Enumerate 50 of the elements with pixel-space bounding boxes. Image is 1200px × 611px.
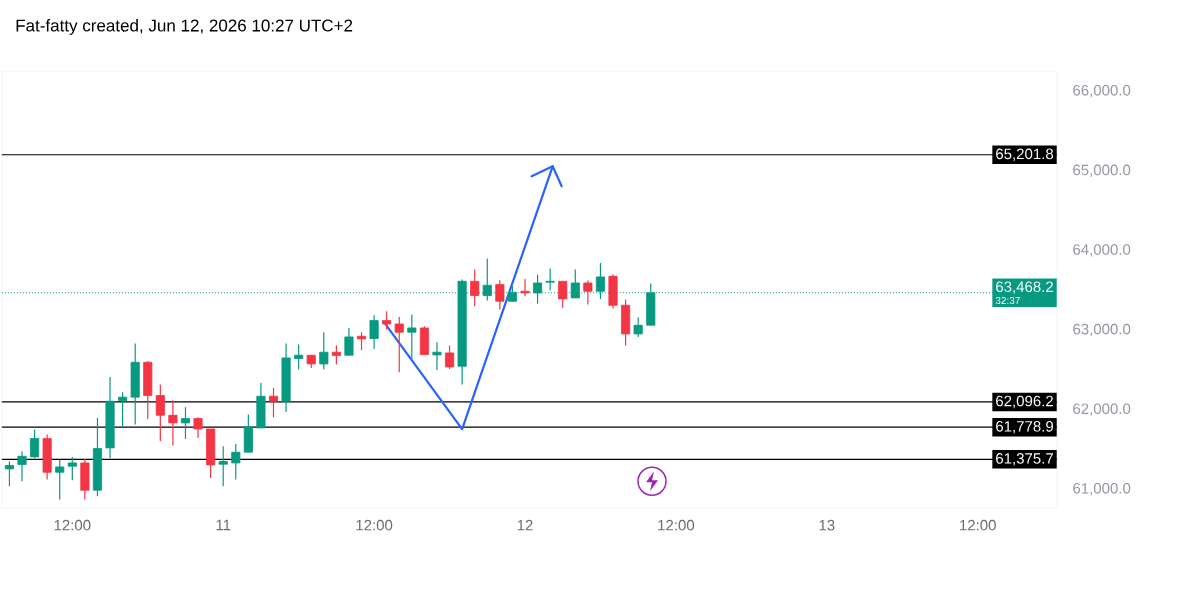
annotation: 32:37 [995, 296, 1020, 305]
candlestick [218, 445, 228, 487]
x-tick-label: 13 [819, 519, 835, 531]
candlestick [193, 416, 203, 439]
candlestick [55, 458, 65, 501]
candlestick [369, 314, 379, 350]
candlestick [319, 331, 329, 371]
ref-line-label: 62,096.2 [996, 395, 1053, 409]
x-tick-label: 11 [216, 519, 231, 531]
x-tick-label: 12 [517, 519, 533, 531]
candlestick [495, 279, 505, 311]
ref-line-label: 61,778.9 [996, 421, 1053, 434]
x-tick-label: 12:00 [356, 519, 393, 531]
candlestick [4, 460, 14, 487]
candlestick [407, 313, 417, 360]
candlestick [294, 343, 304, 371]
candlestick [520, 278, 530, 297]
candlestick [168, 399, 178, 447]
candlestick [633, 316, 643, 338]
candlestick [268, 387, 279, 418]
ref-line-label: 63,468.2 [996, 281, 1053, 294]
candlestick [180, 406, 191, 440]
y-tick-label: 62,000.0 [1073, 403, 1131, 416]
y-tick-label: 63,000.0 [1073, 323, 1131, 337]
x-tick-label: 12:00 [658, 519, 695, 531]
ref-line-label: 65,201.8 [996, 148, 1054, 161]
candlestick [118, 391, 128, 429]
candlestick [583, 279, 593, 306]
candlestick [17, 450, 27, 482]
candlestick [432, 341, 442, 371]
x-tick-label: 12:00 [960, 519, 996, 531]
candlestick [470, 269, 480, 307]
candlestick [344, 327, 354, 356]
candlestick [231, 443, 241, 481]
candlestick [445, 344, 455, 370]
x-tick-label: 12:00 [54, 519, 91, 531]
candlestick [155, 383, 165, 442]
y-tick-label: 64,000.0 [1073, 244, 1131, 257]
chart-title: Fat-fatty created, Jun 12, 2026 10:27 UTC+2 [16, 19, 353, 35]
candlestick [67, 456, 77, 481]
candlestick [558, 280, 568, 309]
candlestick [382, 310, 392, 331]
y-tick-label: 61,000.0 [1073, 483, 1131, 496]
y-tick-label: 66,000.0 [1073, 85, 1131, 98]
candlestick [545, 267, 555, 292]
y-tick-label: 65,000.0 [1073, 164, 1131, 177]
candlestick [331, 344, 341, 366]
candlestick [394, 316, 404, 373]
ref-line-label: 61,375.7 [996, 453, 1053, 466]
candlestick [30, 428, 40, 459]
